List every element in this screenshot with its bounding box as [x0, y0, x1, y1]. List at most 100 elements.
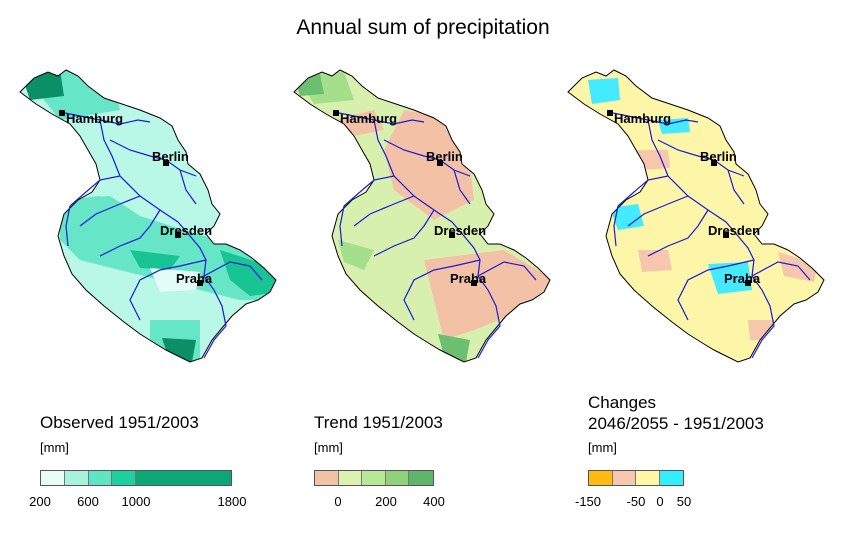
river-line — [613, 205, 619, 247]
river-line — [65, 205, 71, 247]
legend-swatch — [88, 471, 113, 485]
overlay-trend: Hamburg Berlin Dresden Praha — [333, 110, 537, 359]
river-line — [333, 111, 425, 125]
legend-trend — [314, 470, 434, 486]
legend-tick-label: -50 — [626, 494, 646, 509]
river-line — [477, 261, 537, 281]
legend-swatch — [589, 471, 613, 485]
legend-swatch — [659, 471, 683, 485]
zone-positive-north — [588, 78, 620, 104]
unit-changes: [mm] — [588, 440, 617, 455]
unit-trend: [mm] — [314, 440, 343, 455]
city-marker — [449, 232, 455, 238]
legend-tick-label: 200 — [29, 494, 51, 509]
zone-mid-west — [338, 240, 374, 270]
city-label: Berlin — [152, 149, 189, 164]
legend-swatch — [41, 471, 65, 485]
city-label: Dresden — [708, 223, 760, 238]
river-line — [99, 209, 161, 257]
river-line — [203, 261, 263, 281]
river-line — [403, 259, 481, 321]
city-label: Praha — [724, 271, 761, 286]
river-line — [751, 261, 811, 281]
city-label: Hamburg — [614, 111, 671, 126]
legend-swatch — [636, 471, 660, 485]
legend-swatch — [385, 471, 410, 485]
basin-area — [568, 70, 824, 362]
map-changes — [567, 69, 825, 363]
city-marker — [175, 232, 181, 238]
city-marker — [471, 280, 477, 286]
zone-high-east — [220, 250, 276, 296]
legend-swatch — [409, 471, 434, 485]
river-line — [453, 169, 471, 205]
river-line — [109, 139, 197, 177]
river-line — [617, 175, 669, 207]
river-line — [751, 275, 775, 359]
river-line — [203, 275, 227, 359]
legend-tick-label: 200 — [375, 494, 397, 509]
city-label: Berlin — [700, 149, 737, 164]
city-label: Dresden — [434, 223, 486, 238]
zone-negative-east — [778, 252, 818, 282]
legend-swatch — [612, 471, 636, 485]
river-line — [373, 209, 435, 257]
legend-tick-label: 0 — [334, 494, 342, 509]
unit-observed: [mm] — [40, 440, 69, 455]
city-label: Hamburg — [66, 111, 123, 126]
zone-negative-west — [638, 250, 672, 272]
city-marker — [333, 110, 339, 116]
city-label: Hamburg — [340, 111, 397, 126]
legend-observed — [40, 470, 232, 486]
river-line — [59, 111, 151, 125]
river-line — [477, 275, 501, 359]
river-line — [607, 111, 699, 125]
legend-tick-label: 400 — [423, 494, 445, 509]
overlay-changes: Hamburg Berlin Dresden Praha — [607, 110, 811, 359]
city-label: Dresden — [160, 223, 212, 238]
city-marker — [745, 280, 751, 286]
river-line — [677, 259, 755, 321]
zone-high-center — [130, 250, 180, 270]
legend-tick-label: 600 — [77, 494, 99, 509]
city-label: Praha — [450, 271, 487, 286]
zone-positive-west — [610, 204, 644, 230]
city-marker — [437, 160, 443, 166]
city-marker — [711, 160, 717, 166]
legend-swatch — [112, 471, 136, 485]
legend-swatch — [64, 471, 89, 485]
legend-swatch — [362, 471, 386, 485]
zone-negative-south — [424, 250, 550, 340]
zone-positive-east — [658, 118, 690, 134]
legend-swatch — [315, 471, 339, 485]
city-marker — [607, 110, 613, 116]
zone-mid — [58, 196, 276, 300]
river-line — [343, 175, 395, 207]
legend-tick-label: 0 — [656, 494, 664, 509]
river-line — [647, 209, 709, 257]
legend-tick-label: -150 — [574, 494, 602, 509]
river-line — [129, 259, 207, 321]
river-line — [657, 139, 745, 177]
river-line — [353, 195, 415, 227]
overlay-observed: Hamburg Berlin Dresden Praha — [59, 110, 263, 359]
city-label: Praha — [176, 271, 213, 286]
legend-swatch — [136, 471, 231, 485]
river-line — [69, 175, 121, 207]
city-marker — [59, 110, 65, 116]
zone-positive-center — [708, 262, 752, 294]
panel-title-trend: Trend 1951/2003 — [314, 413, 443, 432]
legend-tick-label: 1800 — [217, 494, 247, 509]
river-line — [627, 195, 689, 227]
legend-tick-label: 1000 — [121, 494, 151, 509]
legend-swatch — [338, 471, 363, 485]
city-marker — [197, 280, 203, 286]
legend-tick-label: 50 — [676, 494, 692, 509]
river-line — [383, 139, 471, 177]
river-line — [79, 195, 141, 227]
zone-low — [150, 268, 200, 292]
city-marker — [723, 232, 729, 238]
river-line — [727, 169, 745, 205]
panel-title-changes: Changes 2046/2055 - 1951/2003 — [588, 393, 764, 433]
